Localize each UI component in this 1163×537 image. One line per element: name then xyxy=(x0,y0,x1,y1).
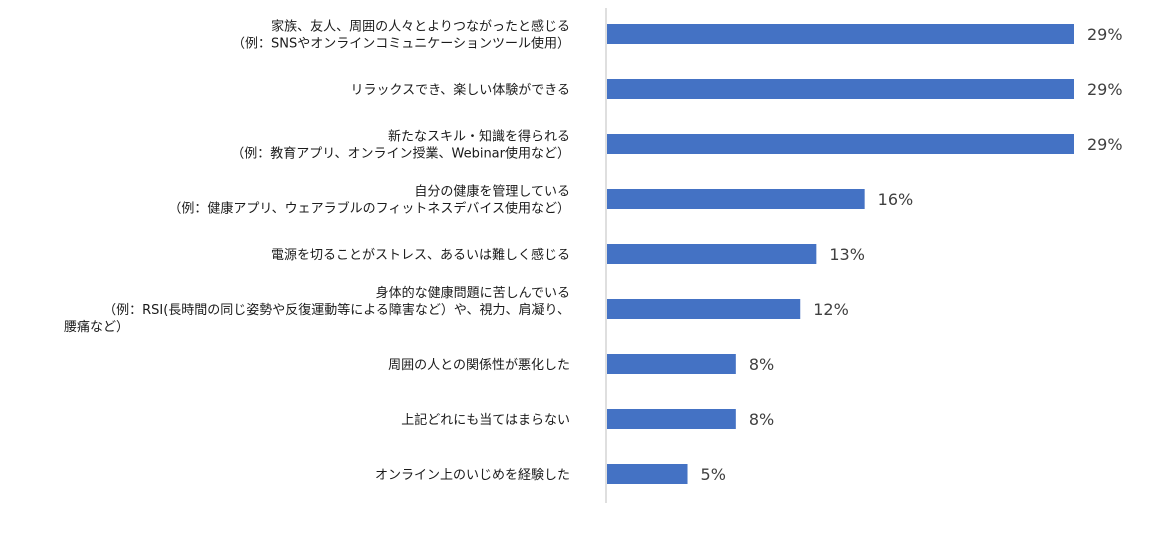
value-label-7: 8% xyxy=(749,355,774,374)
category-label-2: リラックスでき、楽しい体験ができる xyxy=(351,82,570,98)
bar-1 xyxy=(607,24,1074,44)
bar-2 xyxy=(607,79,1074,99)
bar-5 xyxy=(607,244,817,264)
category-labels-layer: 家族、友人、周囲の人々とよりつながったと感じる（例：SNSやオンラインコミュニケ… xyxy=(64,19,570,484)
value-label-4: 16% xyxy=(878,190,914,209)
category-label-5: 電源を切ることがストレス、あるいは難しく感じる xyxy=(271,247,570,263)
value-label-6: 12% xyxy=(813,300,849,319)
category-label-6: 身体的な健康問題に苦しんでいる（例：RSI(長時間の同じ姿勢や反復運動等による障… xyxy=(64,285,570,335)
value-label-9: 5% xyxy=(701,465,726,484)
value-label-1: 29% xyxy=(1087,25,1123,44)
category-label-1: 家族、友人、周囲の人々とよりつながったと感じる（例：SNSやオンラインコミュニケ… xyxy=(232,19,570,52)
bar-3 xyxy=(607,134,1074,154)
bar-8 xyxy=(607,409,736,429)
value-label-8: 8% xyxy=(749,410,774,429)
category-label-9: オンライン上のいじめを経験した xyxy=(375,468,570,483)
category-label-8: 上記どれにも当てはまらない xyxy=(401,412,570,428)
category-label-3: 新たなスキル・知識を得られる（例：教育アプリ、オンライン授業、Webinar使用… xyxy=(231,129,570,162)
bar-7 xyxy=(607,354,736,374)
value-label-3: 29% xyxy=(1087,135,1123,154)
bar-6 xyxy=(607,299,801,319)
value-label-5: 13% xyxy=(829,245,865,264)
value-label-2: 29% xyxy=(1087,80,1123,99)
bar-4 xyxy=(607,189,865,209)
category-label-7: 周囲の人との関係性が悪化した xyxy=(388,358,570,373)
bars-layer xyxy=(607,24,1074,484)
value-labels-layer: 29% 29% 29% 16% 13% 12% 8% 8% 5% xyxy=(701,25,1123,484)
category-label-4: 自分の健康を管理している（例：健康アプリ、ウェアラブルのフィットネスデバイス使用… xyxy=(168,184,570,217)
bar-9 xyxy=(607,464,688,484)
